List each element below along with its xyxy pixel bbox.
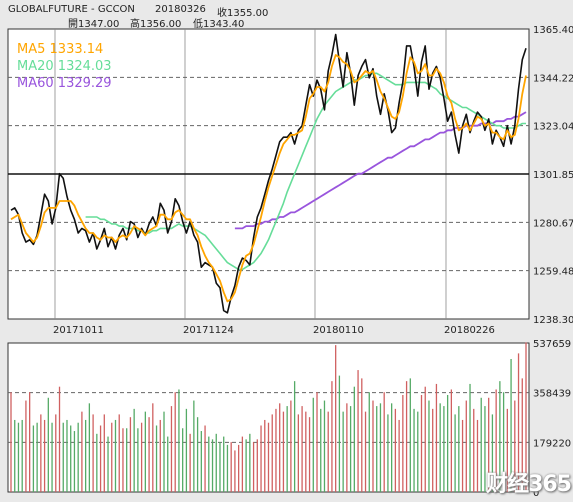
legend-ma20-name: MA20 <box>17 59 54 74</box>
volume-y-tick-3: 0 <box>533 488 539 499</box>
legend-ma20: MA20 1324.03 <box>17 59 112 74</box>
price-chart: 1365.40 1344.22 1323.04 1301.85 1280.67 1259.… <box>7 25 573 336</box>
price-x-tick-1: 20171124 <box>183 325 234 336</box>
volume-y-tick-1: 358439 <box>533 389 571 400</box>
price-x-tick-0: 20171011 <box>53 325 104 336</box>
price-y-tick-4: 1280.67 <box>533 218 573 229</box>
price-x-tick-3: 20180226 <box>444 325 495 336</box>
price-x-tick-2: 20180110 <box>313 325 364 336</box>
series-line-ma5 <box>10 54 527 303</box>
series-line-ma60 <box>234 111 527 230</box>
volume-chart: 537659 358439 179220 0 <box>7 340 571 499</box>
legend-ma60: MA60 1329.29 <box>17 76 112 91</box>
price-y-tick-0: 1365.40 <box>533 25 573 36</box>
legend-ma5: MA5 1333.14 <box>17 42 103 57</box>
header-date: 20180326 <box>155 4 206 15</box>
header-close: 收1355.00 <box>217 8 269 19</box>
volume-y-tick-2: 179220 <box>533 438 571 449</box>
series-line-ma20 <box>85 72 526 271</box>
price-y-tick-3: 1301.85 <box>533 170 573 181</box>
header-open: 開1347.00 <box>68 19 120 30</box>
series-line-price <box>10 33 527 314</box>
header-symbol: GLOBALFUTURE - GCCON <box>8 4 135 15</box>
watermark-logo: 财经365 <box>486 472 572 497</box>
legend-ma20-value: 1324.03 <box>57 59 112 74</box>
price-y-tick-5: 1259.48 <box>533 267 573 278</box>
price-y-tick-6: 1238.30 <box>533 315 573 326</box>
legend-ma5-value: 1333.14 <box>49 42 104 57</box>
header-high: 高1356.00 <box>130 19 182 30</box>
volume-y-tick-0: 537659 <box>533 340 571 350</box>
price-y-tick-2: 1323.04 <box>533 122 573 133</box>
legend-ma5-name: MA5 <box>17 42 46 57</box>
legend-ma60-name: MA60 <box>17 76 54 91</box>
price-y-tick-1: 1344.22 <box>533 73 573 84</box>
header-low: 低1343.40 <box>193 19 245 30</box>
legend-ma60-value: 1329.29 <box>57 76 112 91</box>
